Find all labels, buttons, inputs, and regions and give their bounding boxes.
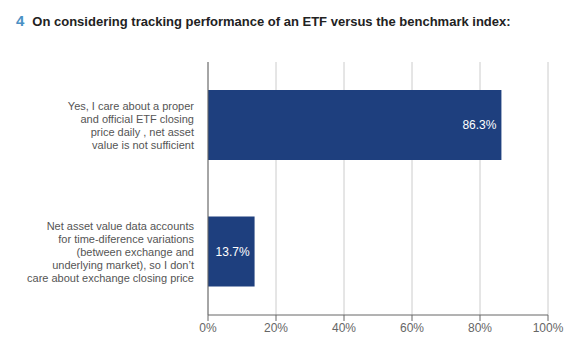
svg-text:20%: 20% <box>264 321 288 335</box>
svg-text:60%: 60% <box>400 321 424 335</box>
svg-text:0%: 0% <box>199 321 217 335</box>
svg-text:100%: 100% <box>533 321 564 335</box>
html-text:4: 4 <box>16 12 25 29</box>
svg-text:80%: 80% <box>468 321 492 335</box>
svg-text:13.7%: 13.7% <box>216 245 250 259</box>
html-text:On considering tracking perfor: On considering tracking performance of a… <box>32 14 511 29</box>
svg-text:86.3%: 86.3% <box>462 118 496 132</box>
svg-text:40%: 40% <box>332 321 356 335</box>
svg-text:Yes, I care about a properand: Yes, I care about a properand official E… <box>68 100 195 151</box>
svg-text:Net asset value data accountsf: Net asset value data accountsfor time-di… <box>27 220 194 284</box>
